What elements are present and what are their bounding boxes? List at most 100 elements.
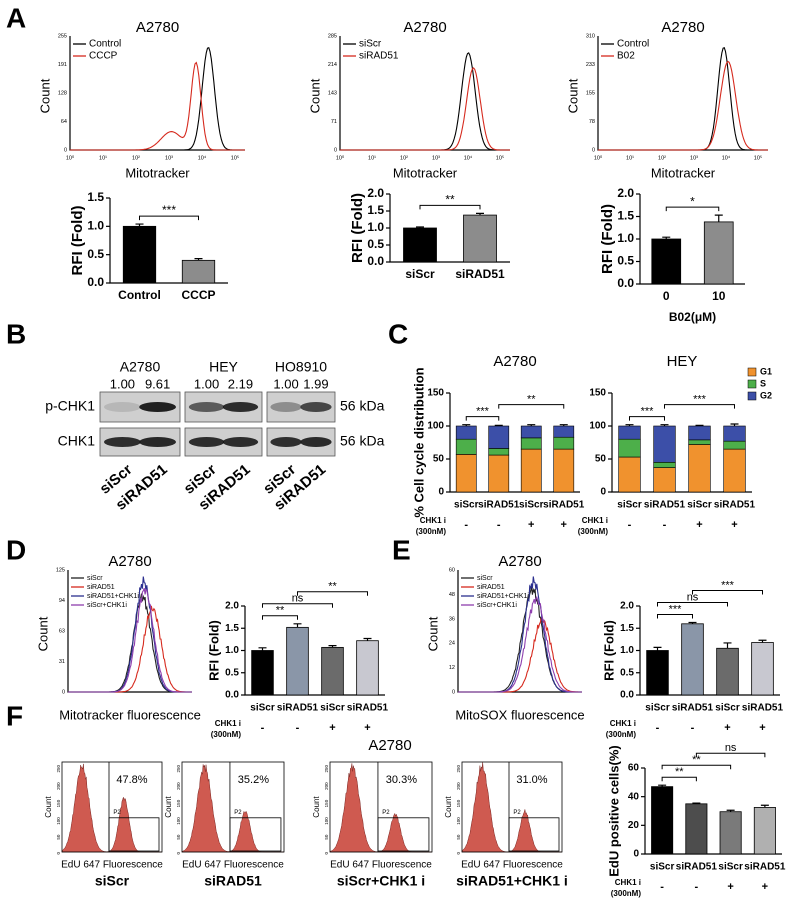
y-tick-label: 100 — [56, 817, 61, 825]
significance-bracket — [692, 589, 763, 595]
edu-ylabel: Count — [44, 796, 53, 818]
y-tick-label: 50 — [324, 834, 329, 840]
x-tick-label: siRAD51 — [644, 500, 686, 511]
error-bar — [760, 804, 769, 808]
histogram-title: A2780 — [498, 553, 541, 570]
bar — [703, 221, 734, 285]
x-tick-label: siRAD51 — [455, 267, 505, 281]
x-tick-label: siScr — [650, 862, 675, 873]
error-bar — [625, 424, 634, 426]
error-bar — [293, 623, 302, 628]
y-tick-label: 0 — [324, 852, 329, 855]
treatment-label: (300nM) — [606, 730, 637, 739]
bar-segment — [688, 444, 711, 493]
y-tick-label: 94 — [59, 598, 65, 604]
plot-frame — [181, 761, 285, 853]
y-tick-label: 250 — [456, 765, 461, 773]
edu-title: A2780 — [368, 737, 411, 754]
plot-frame — [461, 761, 563, 853]
bar — [403, 227, 437, 263]
bar — [719, 811, 742, 855]
error-bar — [527, 424, 536, 426]
x-tick-label: siRAD51 — [744, 862, 786, 873]
blot-group: A2780 — [120, 359, 161, 375]
bar — [181, 259, 216, 284]
treatment-label: CHK1 i — [615, 878, 641, 887]
y-tick-label: 1.5 — [225, 623, 239, 634]
edu-ylabel: Count — [164, 796, 173, 818]
plot-frame — [329, 761, 433, 853]
y-tick-label: 150 — [427, 388, 444, 399]
histogram-xlabel: Mitotracker fluorescence — [59, 707, 201, 722]
blot-band — [270, 437, 302, 447]
y-tick-label: 0 — [176, 852, 181, 855]
x-tick-label: 10³ — [165, 155, 173, 161]
edu-sample: siScr — [95, 873, 130, 889]
y-axis-label: % Cell cycle distribution — [411, 367, 426, 517]
y-tick-label: 2.0 — [620, 601, 634, 612]
y-tick-label: 12 — [449, 665, 455, 671]
error-bar — [692, 802, 701, 804]
y-tick-label: 0.0 — [87, 275, 104, 289]
y-tick-label: 1.0 — [87, 219, 104, 233]
blot-band — [188, 402, 225, 412]
treatment-value: - — [656, 722, 660, 734]
y-tick-label: 0 — [56, 852, 61, 855]
y-tick-label: 0 — [600, 487, 606, 498]
significance-label: *** — [641, 406, 655, 418]
y-tick-label: 0 — [456, 852, 461, 855]
treatment-value: - — [663, 519, 667, 531]
histogram-title: A2780 — [403, 19, 446, 36]
y-tick-label: 0 — [452, 689, 455, 695]
significance-bracket — [695, 752, 766, 758]
blot-quant: 2.19 — [228, 376, 253, 391]
panel-letter: D — [6, 534, 26, 565]
treatment-label: (300nM) — [416, 527, 447, 536]
y-tick-label: 0 — [334, 147, 337, 153]
x-tick-label: siRAD51 — [543, 500, 585, 511]
error-bar — [559, 424, 568, 426]
bar — [646, 650, 669, 696]
blot-quant: 9.61 — [145, 376, 170, 391]
x-tick-label: Control — [118, 288, 161, 302]
treatment-value: - — [464, 519, 468, 531]
y-tick-label: 250 — [176, 765, 181, 773]
bar-segment — [553, 425, 575, 438]
treatment-label: (300nM) — [578, 527, 609, 536]
treatment-label: (300nM) — [211, 730, 242, 739]
bar-segment — [723, 425, 746, 442]
error-bar — [726, 809, 735, 812]
y-tick-label: 0.5 — [617, 254, 634, 268]
x-tick-label: siScr — [715, 703, 740, 714]
bar — [286, 626, 309, 696]
y-tick-label: 125 — [56, 567, 65, 573]
bar-segment — [618, 456, 641, 493]
blot-size: 56 kDa — [340, 433, 385, 449]
y-tick-label: 233 — [586, 62, 595, 68]
error-bar — [494, 424, 503, 426]
gate-box — [229, 817, 282, 852]
significance-label: * — [690, 194, 695, 208]
bar — [751, 642, 774, 696]
blot-quant: 1.00 — [110, 376, 135, 391]
y-tick-label: 255 — [58, 33, 67, 39]
y-axis-label: RFI (Fold) — [69, 206, 86, 276]
error-bar — [653, 646, 662, 651]
y-tick-label: 0 — [438, 487, 444, 498]
treatment-value: - — [695, 881, 699, 893]
treatment-value: + — [528, 519, 534, 531]
significance-bracket — [262, 603, 333, 608]
y-tick-label: 0.5 — [620, 667, 634, 678]
bar-segment — [688, 439, 711, 445]
edu-percent: 47.8% — [116, 774, 147, 786]
legend-label: S — [760, 378, 766, 388]
y-tick-label: 191 — [58, 62, 67, 68]
bar-segment — [520, 425, 542, 439]
y-tick-label: 50 — [595, 454, 607, 465]
y-axis-label: RFI (Fold) — [206, 620, 221, 681]
treatment-value: - — [691, 722, 695, 734]
error-bar — [662, 236, 671, 239]
blot-row-label: p-CHK1 — [45, 398, 95, 414]
edu-percent: 31.0% — [516, 774, 547, 786]
edu-sample: siRAD51+CHK1 i — [456, 873, 568, 889]
